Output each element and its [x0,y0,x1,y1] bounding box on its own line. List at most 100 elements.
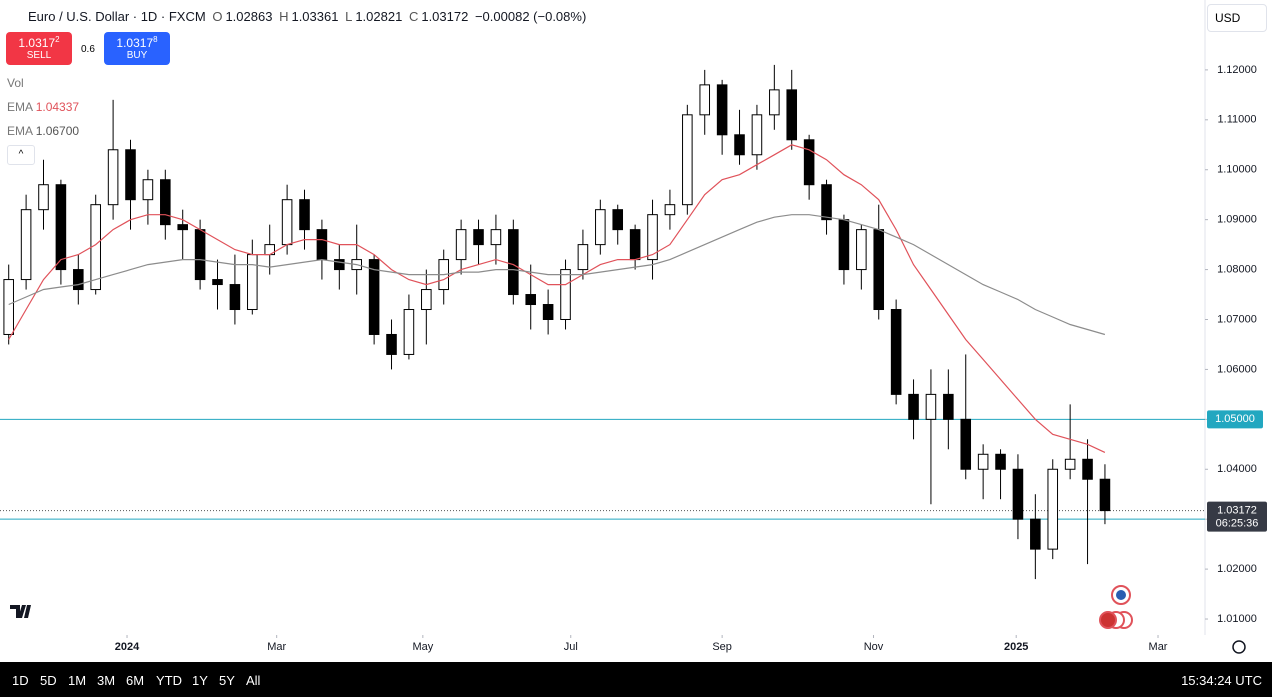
vol: Vol [7,76,24,90]
x-tick-label: Nov [864,641,884,653]
candle-body [508,229,519,296]
candle-body [38,184,49,211]
candle-body [786,89,798,141]
candle-body [734,134,745,156]
candle-body [977,453,989,470]
x-tick-label: May [412,641,433,653]
y-tick-label: 1.12000 [1217,64,1257,76]
candle-body [821,184,832,221]
collapse-button[interactable]: ^ [7,145,35,165]
ema-label: EMA [7,124,33,138]
candle-body [316,229,328,261]
candle-body [699,84,711,116]
candle-body [1099,478,1111,512]
y-tick-label: 1.01000 [1217,613,1257,625]
x-tick-label: Mar [1149,641,1168,653]
ema-value: 1.04337 [35,100,80,114]
close: 1.03172 [421,9,469,24]
ema-line [8,214,1106,336]
price-label-box [1207,410,1263,429]
logo[interactable] [10,605,31,618]
ema-label: EMA [7,100,33,114]
candle-body [125,149,136,201]
label: H [279,9,289,24]
low: 1.02821 [355,9,403,24]
event-icon-inner [1116,590,1126,600]
candle-body [334,259,345,271]
candle-body [55,184,67,271]
open: 1.02863 [225,9,273,24]
candle-body [716,84,728,136]
sell-price: 1.0317 [18,36,56,50]
range-button[interactable]: 1Y [192,673,208,688]
candle-body [212,279,223,286]
candle-body [421,289,432,311]
spread: 0.6 [81,44,95,55]
x-tick-label: 2024 [115,641,140,653]
decor [10,0,1246,654]
last-price-label: 1.03172 [1217,505,1257,517]
range-button[interactable]: 3M [97,673,116,688]
candle-body [542,304,554,320]
clock: 15:34:24 UTC [1181,673,1262,688]
candle-body [803,139,815,186]
ema-value: 1.06700 [35,124,80,138]
change: −0.00082 (−0.08%) [474,9,587,24]
label: C [408,9,419,24]
settings-icon[interactable] [1232,640,1246,654]
currency-select[interactable]: USD [1207,4,1267,32]
candle-body [160,179,171,226]
range-button[interactable]: 5Y [219,673,235,688]
toolbar: 15:34:24 UTC 1D 5D 1M 3M 6M YTD 1Y 5Y All [0,662,1272,697]
sell-label: SELL [26,50,52,61]
price-label: 1.05000 [1215,413,1255,425]
vol-indicator[interactable]: Vol [7,76,24,90]
sell-button[interactable]: 1.03172 SELL [6,32,72,65]
candle-body [856,229,867,271]
candle-body [873,229,885,311]
candle-body [299,199,310,231]
buy-button[interactable]: 1.03178 BUY [104,32,170,65]
y-tick-label: 1.02000 [1217,563,1257,575]
buy-label: BUY [126,50,148,61]
symbol[interactable]: Euro / U.S. Dollar · 1D · FXCM [28,9,206,24]
range-button[interactable]: All [246,673,261,688]
y-tick-label: 1.07000 [1217,313,1257,325]
event-icon[interactable] [1099,611,1117,629]
candle-body [629,229,641,261]
symbol-header: Euro / U.S. Dollar · 1D · FXCM O 1.02863 … [28,9,589,24]
ema-line [8,144,1106,453]
candle-body [229,284,241,311]
candle-body [647,214,658,261]
candle-body [890,309,902,395]
y-tick-label: 1.10000 [1217,164,1257,176]
range-button[interactable]: 1M [68,673,87,688]
range-button[interactable]: 5D [40,673,57,688]
candle-body [368,259,380,335]
range-button[interactable]: 1D [12,673,29,688]
ema-indicator[interactable]: EMA 1.06700 [7,124,79,138]
candle-body [1012,468,1024,520]
candle-body [247,254,258,311]
candle-body [455,229,467,261]
candle-body [473,229,484,246]
candle-body [386,333,397,355]
candle-body [612,209,624,231]
buy-price: 1.0317 [116,36,154,50]
range-button[interactable]: 6M [126,673,145,688]
candle-body [595,209,606,246]
range-button[interactable]: YTD [156,673,182,688]
candle-body [960,418,972,470]
candle-body [73,269,84,291]
candle-body [525,294,537,306]
candle-body [403,309,415,355]
candle-body [925,393,937,420]
candle-body [20,209,32,281]
y-tick-label: 1.11000 [1218,114,1257,126]
candle-body [838,219,850,271]
candle-body [664,204,676,216]
y-tick-label: 1.06000 [1217,363,1257,375]
y-tick-label: 1.04000 [1217,463,1257,475]
ema-indicator[interactable]: EMA 1.04337 [7,100,79,114]
